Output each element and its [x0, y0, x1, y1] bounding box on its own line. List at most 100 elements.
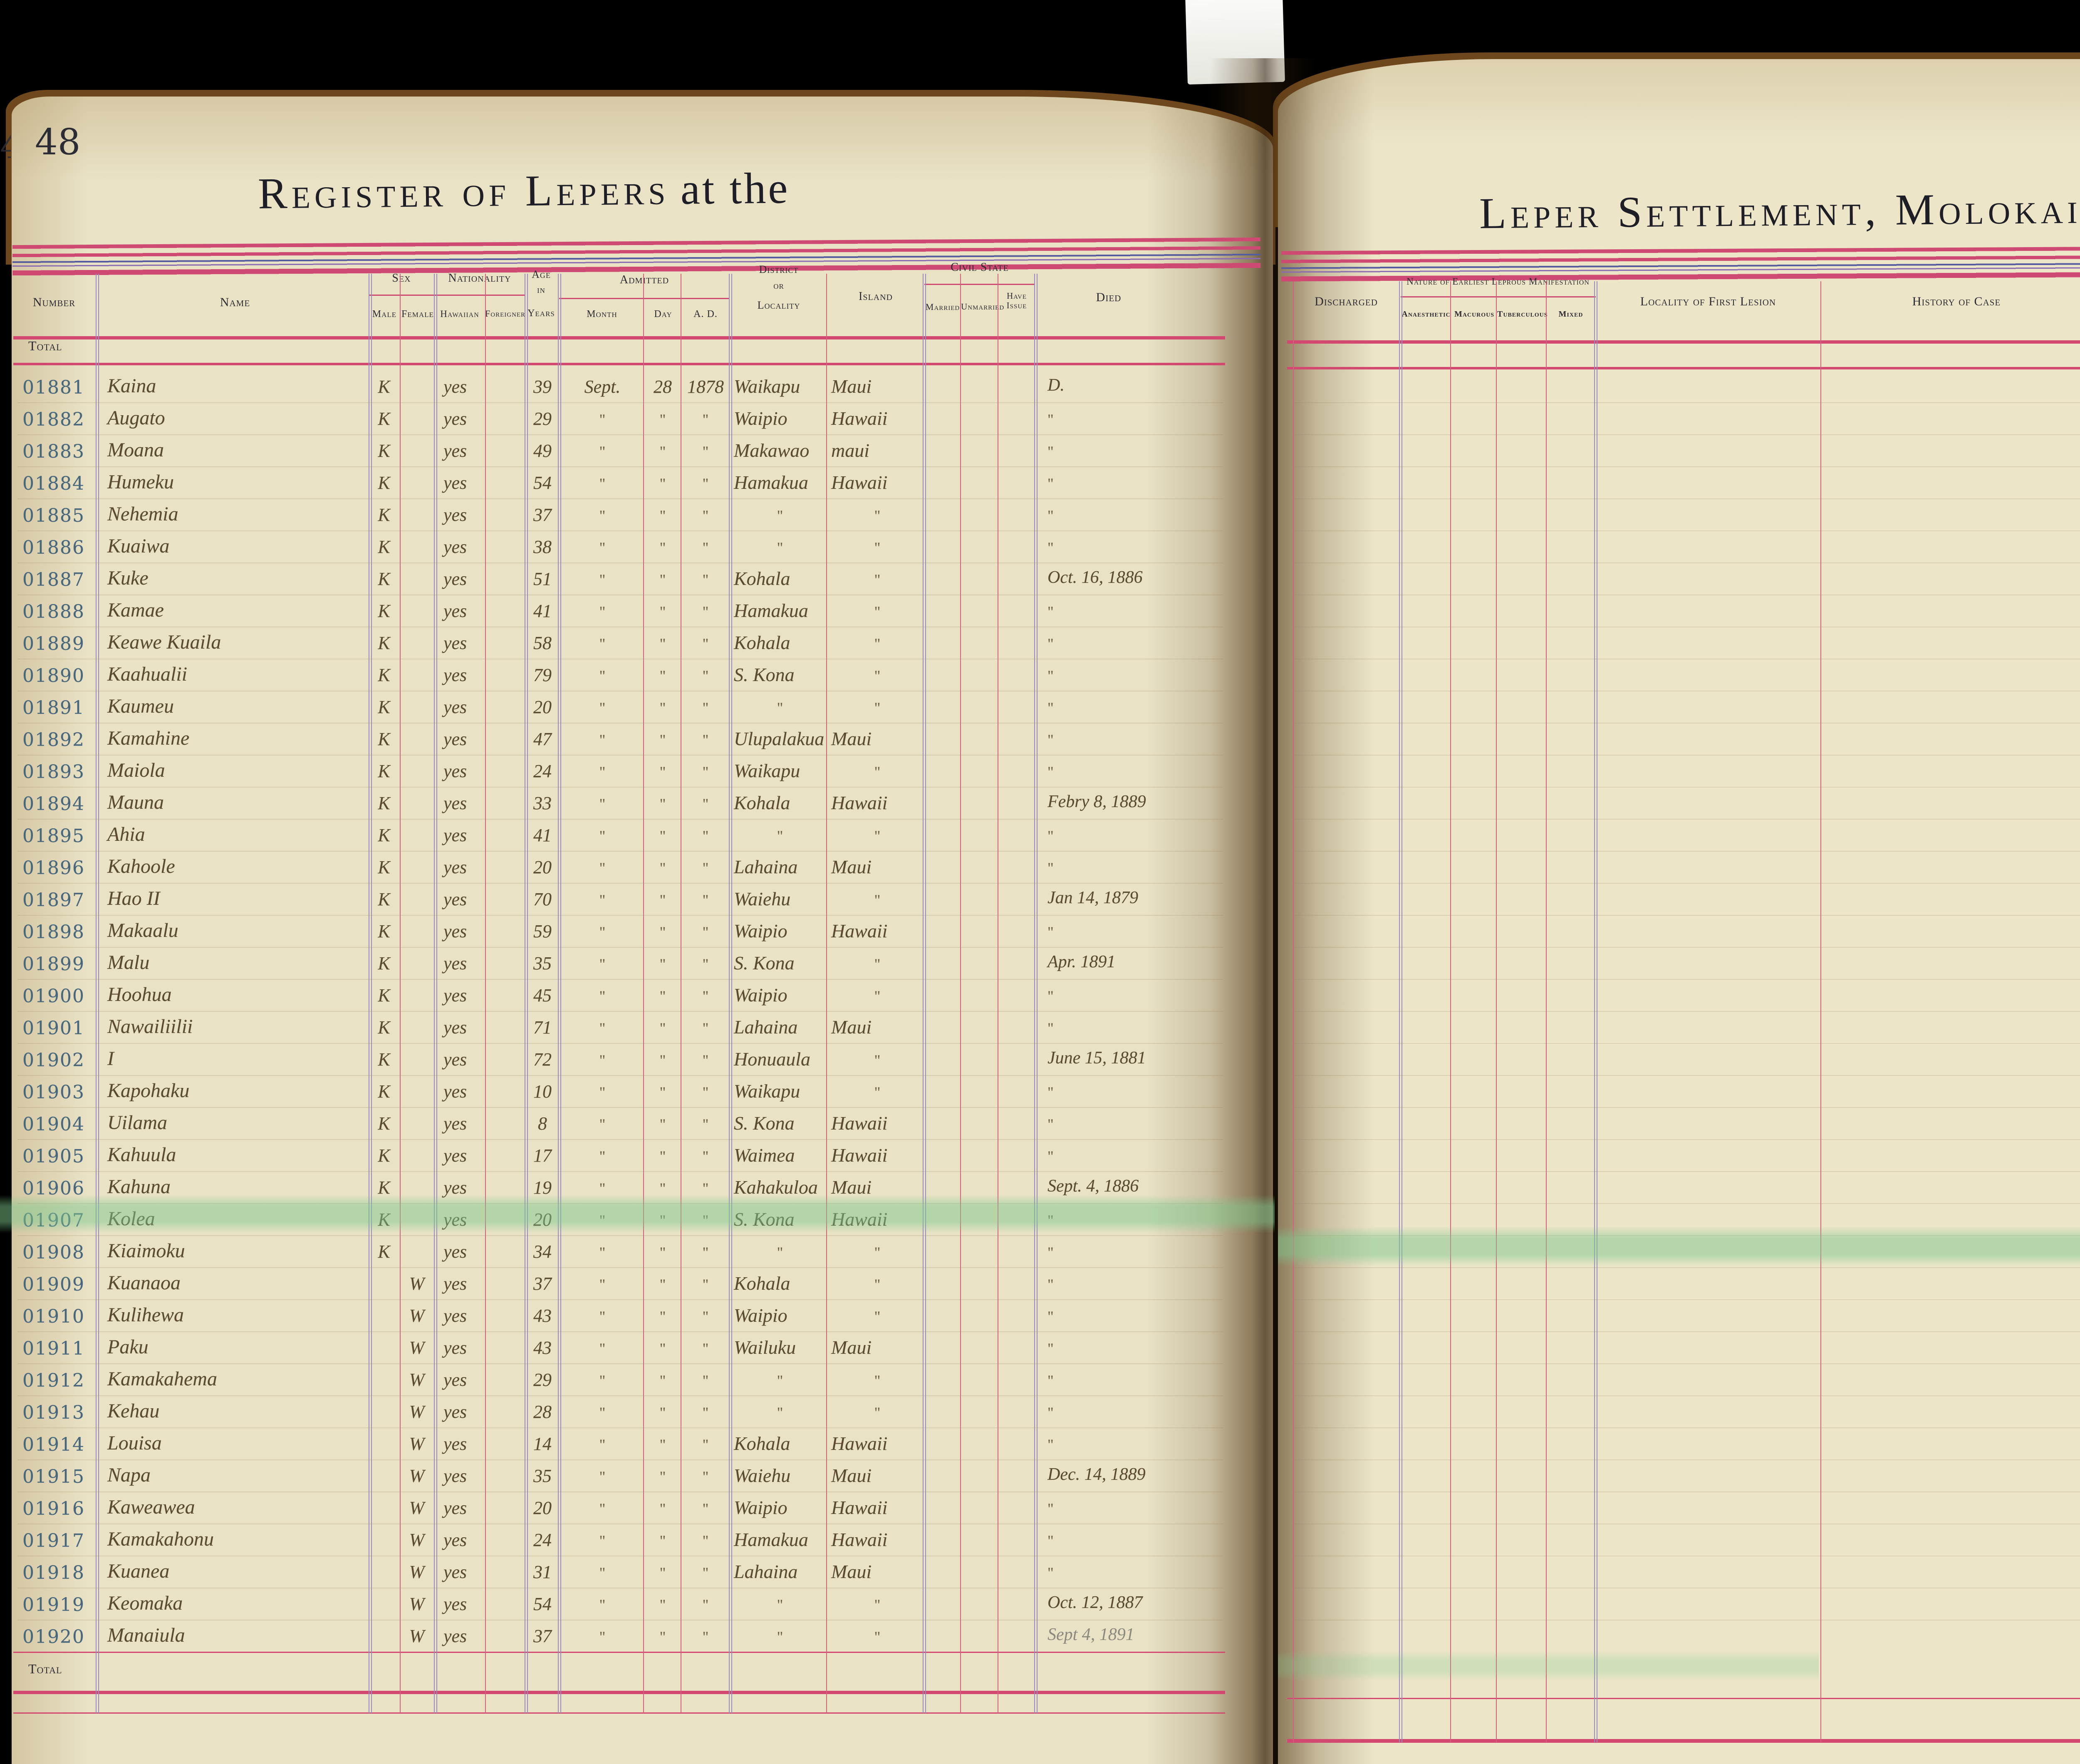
row-admitted-day: ": [659, 1308, 666, 1325]
row-name: Kuanea: [107, 1560, 170, 1582]
row-admitted-month: ": [599, 1500, 606, 1517]
row-number: 01896: [22, 857, 85, 879]
row-line: [17, 755, 1223, 756]
row-number: 01917: [22, 1530, 85, 1551]
row-nationality-hawaiian: yes: [443, 1049, 467, 1070]
row-nationality-hawaiian: yes: [443, 1338, 467, 1358]
row-died: D.: [1047, 376, 1065, 395]
row-sex-male: K: [378, 1241, 390, 1262]
row-line: [17, 1107, 1223, 1108]
row-admitted-day: ": [659, 956, 666, 972]
row-died: ": [1047, 507, 1054, 524]
row-locality: Kohala: [734, 632, 790, 653]
column-line-purple: [923, 274, 926, 1713]
row-age: 37: [533, 1626, 552, 1646]
row-locality: Waikapu: [734, 376, 800, 397]
row-died: ": [1047, 1020, 1054, 1036]
row-name: Kiaimoku: [107, 1240, 185, 1262]
row-locality: Waipio: [734, 920, 787, 941]
row-island: ": [874, 507, 881, 524]
row-name: Kahuula: [107, 1144, 176, 1166]
row-number: 01902: [22, 1050, 85, 1071]
row-number: 01881: [22, 377, 85, 398]
column-line-purple: [558, 274, 561, 1713]
row-locality: Kohala: [734, 1433, 790, 1454]
row-locality: Kohala: [734, 568, 790, 589]
row-line: [1294, 1395, 2080, 1396]
row-sex-male: K: [378, 601, 390, 621]
row-island: maui: [831, 440, 869, 461]
row-died: ": [1047, 1436, 1054, 1453]
col-header-civil-state: Civil State: [951, 261, 1009, 274]
col-header-leprous-relations: Leprous Relations: [2070, 296, 2080, 308]
row-nationality-hawaiian: yes: [443, 473, 467, 493]
row-island: Hawaii: [831, 920, 888, 941]
row-age: 37: [533, 505, 552, 525]
row-sex-female: W: [409, 1594, 425, 1614]
row-name: Kuaiwa: [107, 535, 170, 557]
row-locality: S. Kona: [734, 1209, 795, 1230]
row-number: 01907: [22, 1210, 85, 1231]
row-nationality-hawaiian: yes: [443, 793, 467, 813]
row-died: ": [1047, 1212, 1054, 1229]
column-line-red: [1496, 281, 1497, 1742]
row-number: 01914: [22, 1434, 85, 1455]
row-sex-female: W: [409, 1306, 425, 1326]
row-age: 19: [533, 1177, 552, 1198]
row-admitted-month: ": [599, 763, 606, 780]
row-locality: ": [777, 507, 783, 524]
row-number: 01894: [22, 793, 85, 815]
row-age: 41: [533, 601, 552, 621]
row-admitted-year: ": [702, 988, 709, 1004]
row-line: [17, 562, 1223, 563]
row-nationality-hawaiian: yes: [443, 953, 467, 974]
row-sex-female: W: [409, 1434, 425, 1454]
row-admitted-day: ": [659, 1372, 666, 1389]
row-number: 01882: [22, 409, 85, 430]
row-line: [17, 1395, 1223, 1396]
row-admitted-month: ": [599, 475, 606, 492]
row-line: [17, 851, 1223, 852]
column-line-red: [960, 274, 961, 1713]
row-number: 01910: [22, 1306, 85, 1327]
row-admitted-year: ": [702, 731, 709, 748]
row-nationality-hawaiian: yes: [443, 409, 467, 429]
col-header-married: Married: [925, 302, 960, 312]
row-died: ": [1047, 1340, 1054, 1357]
row-name: Kaahualii: [107, 663, 188, 685]
row-number: 01900: [22, 986, 85, 1007]
row-line: [1294, 498, 2080, 499]
row-line: [1294, 1075, 2080, 1076]
row-locality: S. Kona: [734, 664, 795, 685]
row-admitted-day: ": [659, 1564, 666, 1581]
row-number: 01887: [22, 569, 85, 590]
row-age: 72: [533, 1049, 552, 1070]
row-island: Hawaii: [831, 1497, 888, 1518]
row-number: 01886: [22, 537, 85, 558]
row-nationality-hawaiian: yes: [443, 1273, 467, 1294]
row-admitted-year: ": [702, 475, 709, 492]
rule: [13, 1691, 1225, 1694]
col-header-district-3: Locality: [757, 299, 800, 311]
row-locality: ": [777, 827, 783, 844]
row-name: Moana: [107, 439, 164, 461]
row-age: 17: [533, 1145, 552, 1166]
row-age: 24: [533, 761, 552, 781]
row-island: Maui: [831, 728, 872, 749]
row-nationality-hawaiian: yes: [443, 1466, 467, 1486]
row-number: 01892: [22, 729, 85, 751]
row-island: ": [874, 988, 881, 1004]
row-island: Hawaii: [831, 792, 888, 813]
row-died: Oct. 16, 1886: [1047, 568, 1143, 587]
title-left-main: Register of Lepers: [258, 165, 670, 218]
row-age: 37: [533, 1273, 552, 1294]
rule: [1287, 367, 2080, 369]
row-sex-male: K: [378, 953, 390, 974]
col-header-have-issue: Have Issue: [1006, 291, 1027, 311]
row-admitted-day: ": [659, 860, 666, 876]
col-header-sex: Sex: [392, 272, 411, 285]
row-admitted-year: ": [702, 1436, 709, 1453]
row-admitted-day: ": [659, 1500, 666, 1517]
row-admitted-day: ": [659, 1436, 666, 1453]
row-admitted-day: ": [659, 1404, 666, 1421]
